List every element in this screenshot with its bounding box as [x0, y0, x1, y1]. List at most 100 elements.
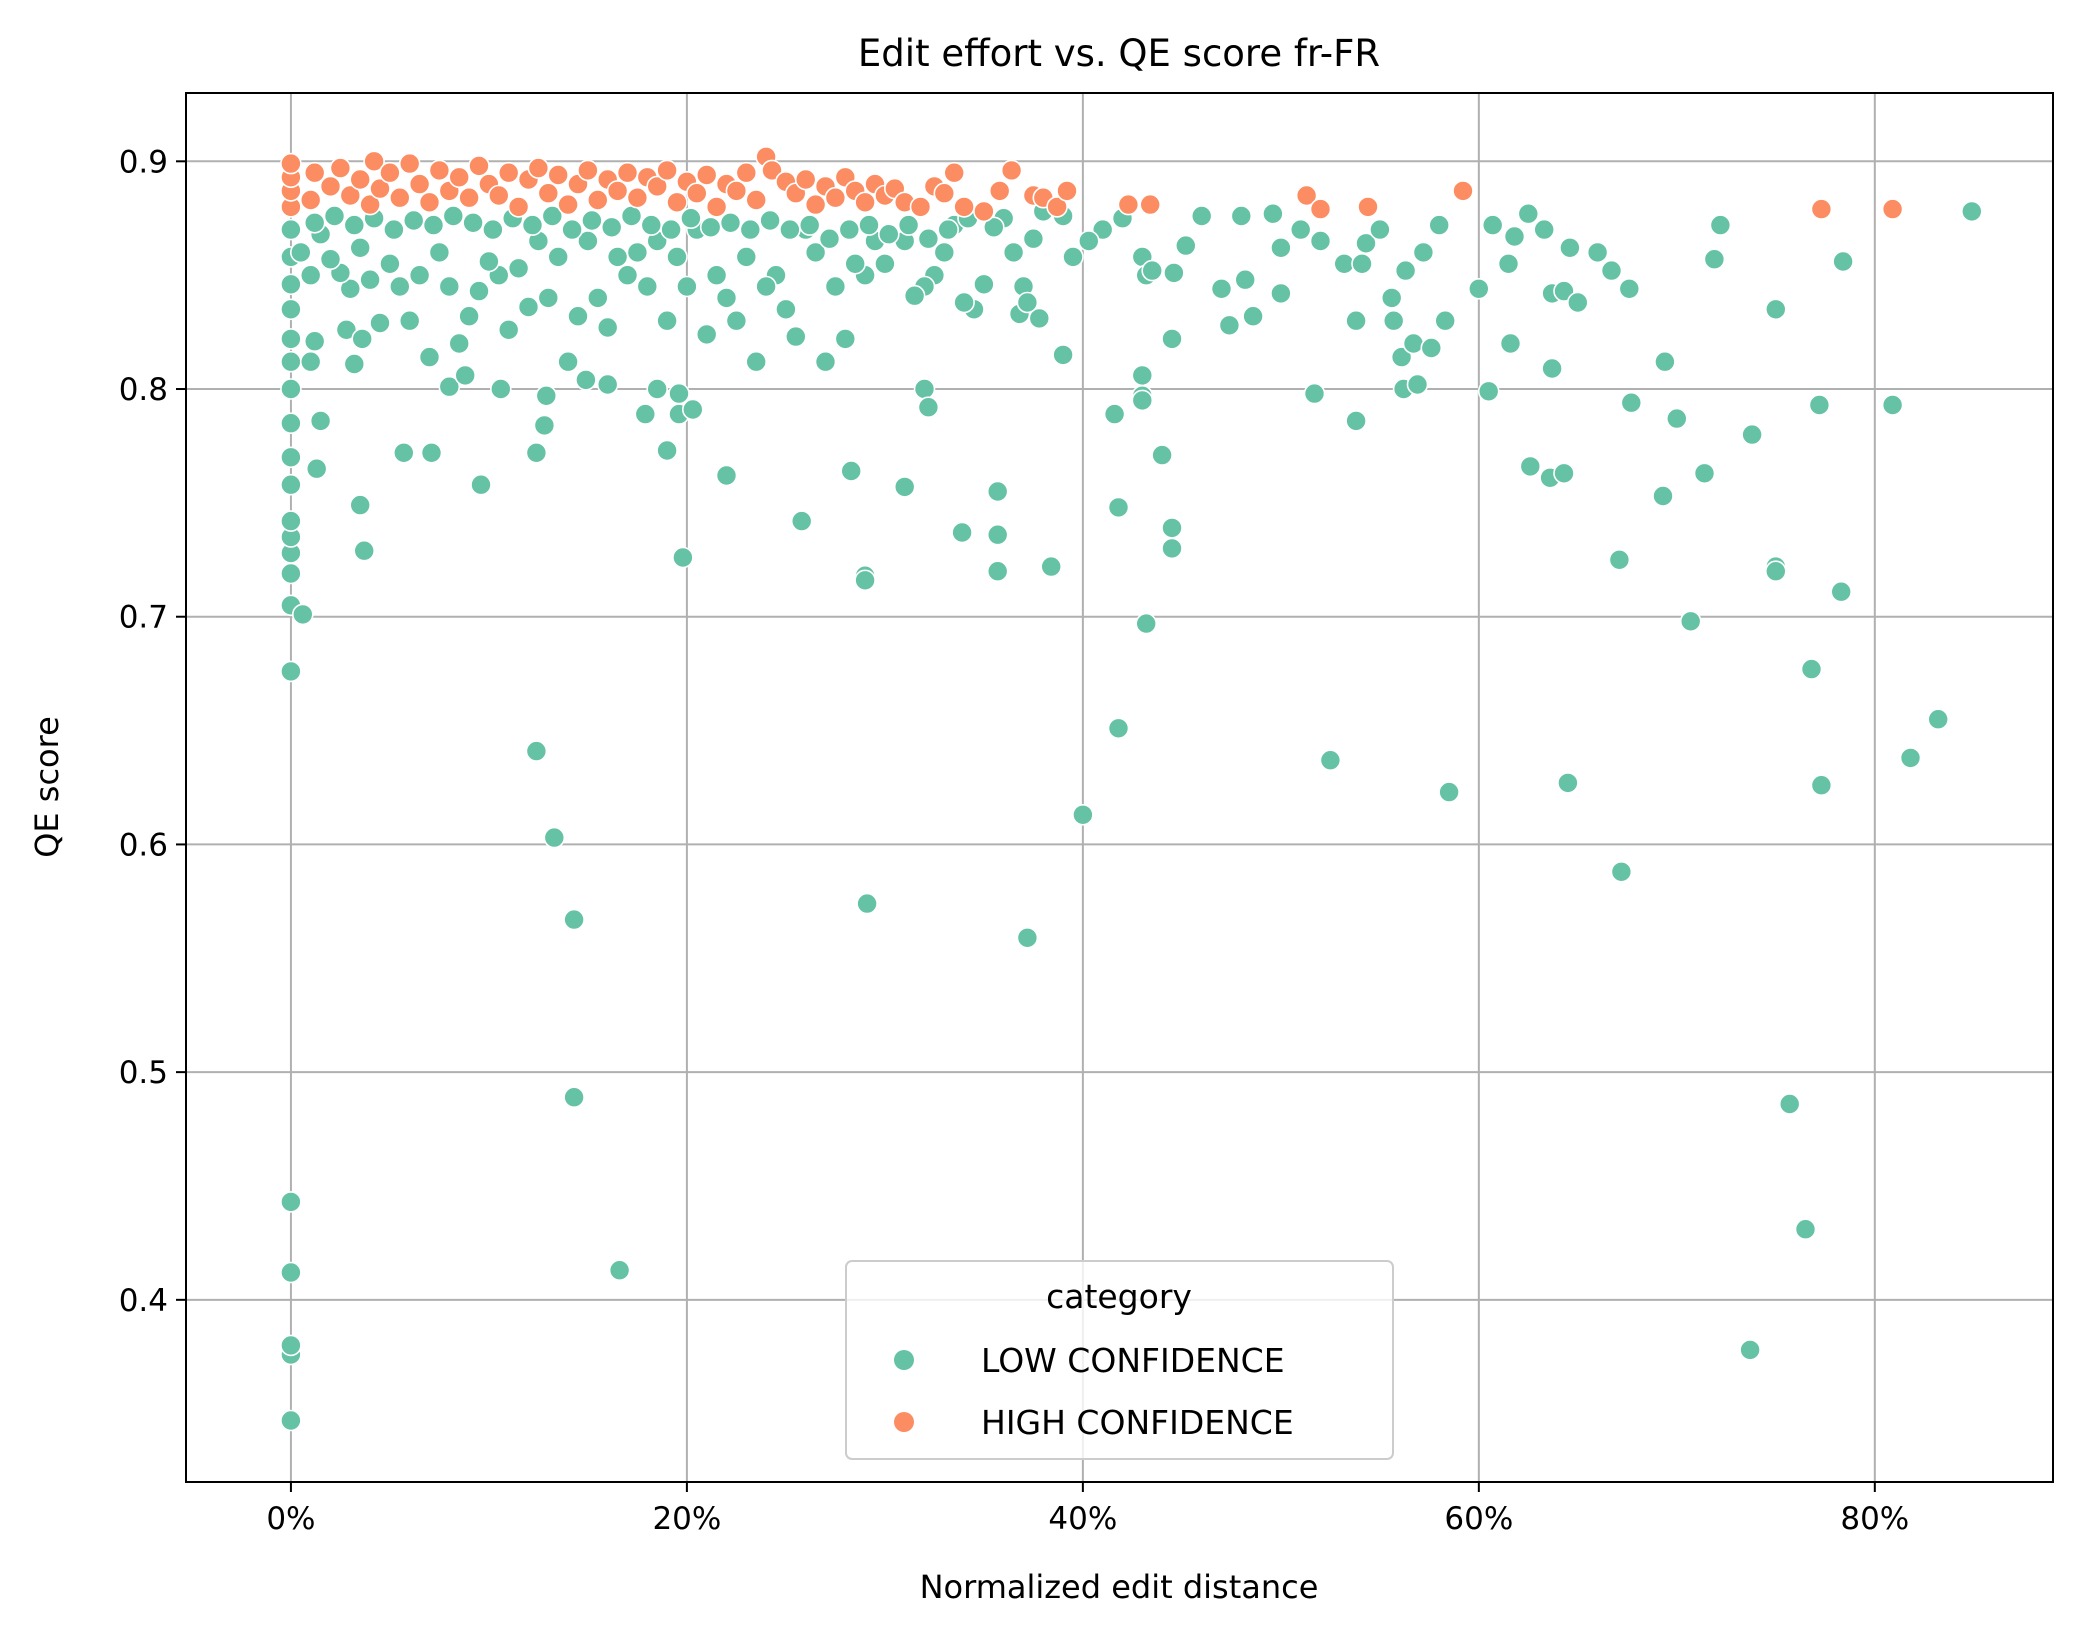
- data-point: [616, 161, 639, 184]
- data-point: [1739, 1339, 1761, 1361]
- data-point: [1022, 227, 1045, 250]
- data-point: [280, 1334, 302, 1357]
- data-point: [408, 173, 431, 195]
- data-point: [353, 539, 376, 562]
- data-point: [804, 193, 827, 216]
- data-point: [973, 200, 995, 223]
- data-point: [755, 275, 777, 298]
- data-point: [1652, 485, 1674, 507]
- legend: category LOW CONFIDENCE HIGH CONFIDENCE: [845, 1260, 1394, 1460]
- data-point: [917, 396, 940, 419]
- data-point: [349, 237, 372, 259]
- data-point: [666, 246, 688, 268]
- data-point: [1190, 205, 1213, 227]
- data-point: [388, 275, 411, 298]
- data-point: [363, 150, 385, 173]
- data-point: [428, 241, 451, 264]
- data-point: [1428, 214, 1450, 236]
- y-tick-label: 0.9: [119, 144, 168, 180]
- x-axis-ticks: 0% 20% 40% 60% 80%: [266, 1482, 1909, 1537]
- data-point: [705, 264, 728, 287]
- data-point: [1679, 610, 1702, 633]
- data-point: [1927, 708, 1949, 731]
- data-point: [1810, 198, 1833, 220]
- x-tick-label: 40%: [1048, 1501, 1117, 1537]
- data-point: [1355, 232, 1377, 255]
- data-point: [1961, 200, 1983, 223]
- data-point: [349, 494, 372, 516]
- data-point: [735, 246, 758, 268]
- data-point: [656, 439, 678, 462]
- data-point: [636, 275, 659, 298]
- data-point: [858, 214, 880, 236]
- data-point: [418, 191, 441, 214]
- data-point: [1438, 781, 1460, 803]
- data-point: [577, 159, 599, 182]
- data-point: [1131, 389, 1154, 412]
- data-point: [1230, 205, 1253, 227]
- data-point: [507, 196, 530, 218]
- data-point: [1481, 214, 1504, 236]
- data-point: [1052, 344, 1074, 366]
- data-point: [735, 161, 758, 184]
- data-point: [666, 191, 688, 214]
- data-point: [1289, 218, 1312, 241]
- data-point: [563, 908, 585, 931]
- data-point: [1499, 332, 1522, 355]
- data-point: [606, 246, 629, 268]
- data-point: [897, 214, 920, 236]
- data-point: [909, 196, 932, 218]
- data-point: [388, 186, 411, 209]
- data-point: [794, 168, 817, 191]
- data-point: [280, 510, 302, 532]
- data-point: [359, 193, 381, 216]
- data-point: [398, 152, 421, 175]
- data-point: [1295, 184, 1318, 207]
- data-point: [1135, 612, 1157, 635]
- data-point: [1218, 314, 1241, 337]
- data-point: [634, 403, 657, 425]
- data-point: [705, 196, 728, 218]
- data-point: [1369, 218, 1391, 241]
- data-point: [1151, 444, 1173, 466]
- legend-label-high-confidence: HIGH CONFIDENCE: [981, 1403, 1294, 1442]
- y-tick-label: 0.6: [119, 827, 168, 863]
- data-point: [1319, 749, 1342, 772]
- data-point: [676, 275, 698, 298]
- data-point: [1452, 180, 1474, 202]
- data-point: [784, 325, 807, 348]
- data-point: [608, 1259, 631, 1281]
- data-point: [1600, 259, 1623, 282]
- data-point: [1765, 560, 1787, 583]
- data-point: [280, 328, 302, 350]
- data-point: [1557, 772, 1579, 794]
- data-point: [369, 177, 391, 200]
- data-point: [309, 410, 332, 432]
- data-point: [418, 346, 441, 368]
- data-point: [1899, 747, 1922, 769]
- data-point: [1351, 252, 1373, 275]
- data-point: [1412, 241, 1435, 264]
- data-point: [1131, 364, 1154, 387]
- data-point: [951, 521, 973, 544]
- data-point: [1161, 537, 1183, 560]
- data-point: [986, 523, 1009, 546]
- data-point: [943, 161, 966, 184]
- data-point: [280, 378, 302, 400]
- data-point: [913, 378, 936, 400]
- y-tick-label: 0.7: [119, 600, 168, 636]
- data-point: [1553, 280, 1575, 302]
- data-point: [1618, 277, 1641, 300]
- data-point: [1117, 193, 1140, 216]
- data-point: [1468, 277, 1490, 300]
- data-point: [1420, 337, 1443, 359]
- data-point: [739, 218, 762, 241]
- data-point: [420, 441, 443, 464]
- data-point: [392, 441, 415, 464]
- data-point: [620, 205, 643, 227]
- y-tick-label: 0.8: [119, 372, 168, 408]
- data-point: [1270, 237, 1292, 259]
- data-point: [305, 457, 328, 480]
- data-point: [1163, 262, 1185, 284]
- data-point: [933, 241, 956, 264]
